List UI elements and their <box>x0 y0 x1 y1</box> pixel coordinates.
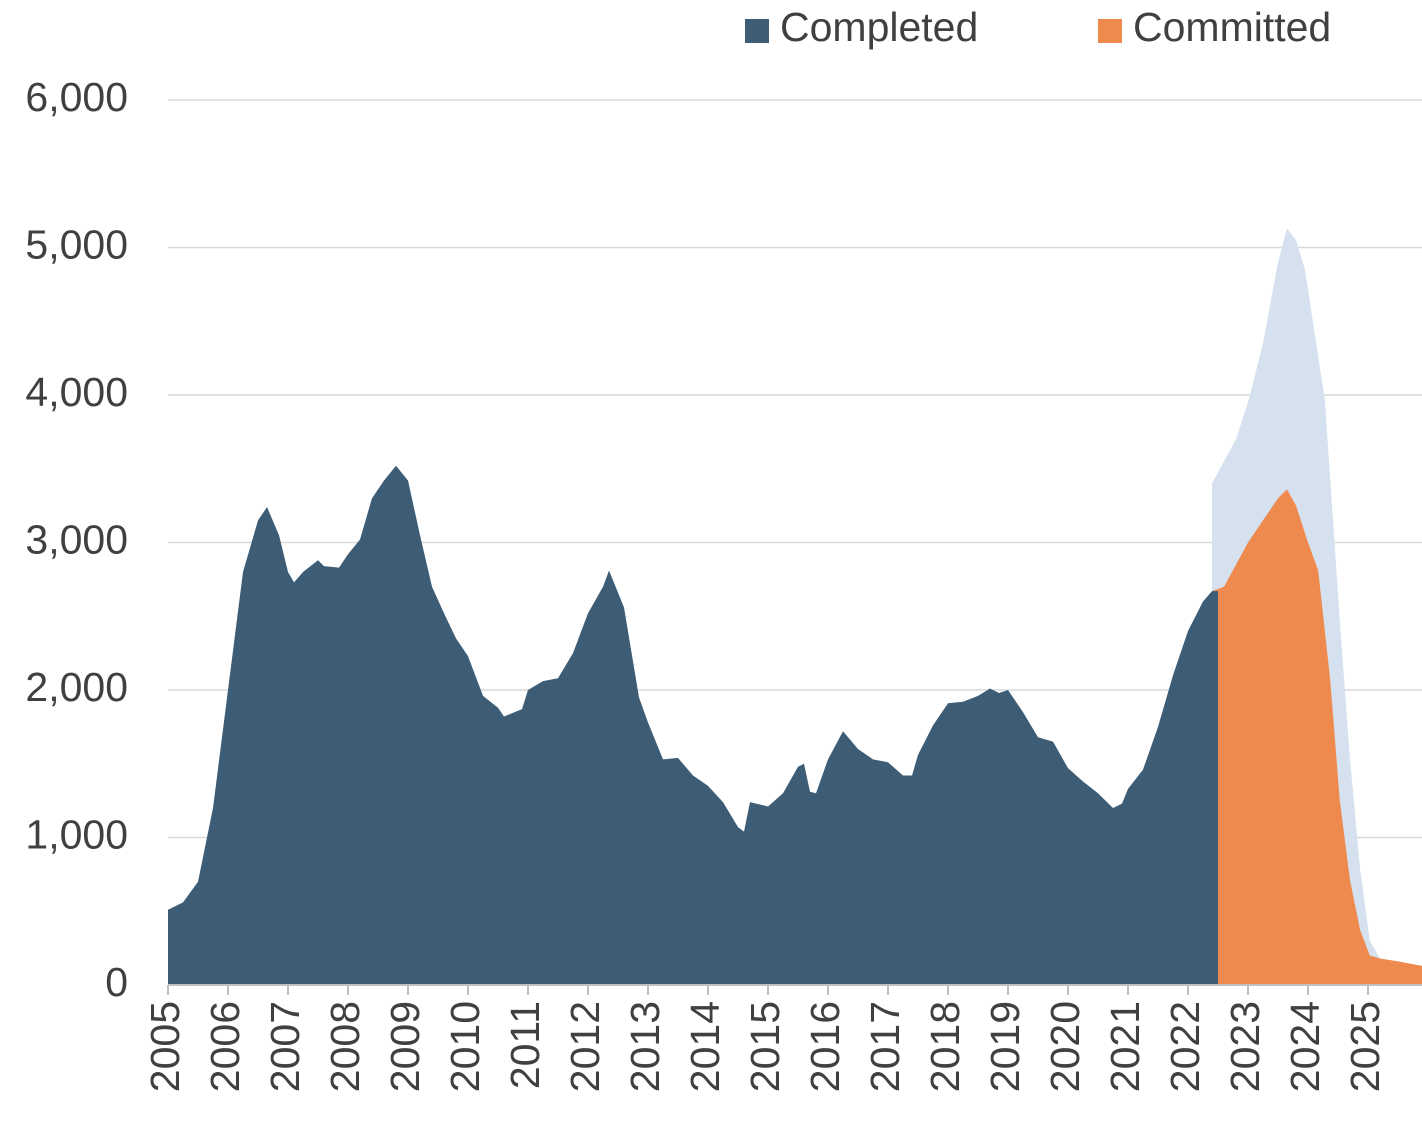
area <box>1212 489 1422 985</box>
x-tick-label: 2022 <box>1162 1001 1208 1092</box>
x-tick-label: 2024 <box>1282 1001 1328 1092</box>
x-tick-label: 2005 <box>142 1001 188 1092</box>
x-tick-label: 2015 <box>742 1001 788 1092</box>
x-tick-label: 2016 <box>802 1001 848 1092</box>
x-tick-label: 2019 <box>982 1001 1028 1092</box>
x-tick-label: 2014 <box>682 1001 728 1092</box>
x-tick-label: 2006 <box>202 1001 248 1092</box>
y-tick-label: 0 <box>105 959 128 1005</box>
x-tick-label: 2011 <box>502 1001 548 1089</box>
x-tick-label: 2021 <box>1102 1001 1148 1092</box>
x-tick-label: 2012 <box>562 1001 608 1092</box>
x-tick-label: 2009 <box>382 1001 428 1092</box>
x-tick-label: 2010 <box>442 1001 488 1092</box>
y-tick-label: 3,000 <box>25 516 128 562</box>
x-tick-label: 2018 <box>922 1001 968 1092</box>
legend-label: Completed <box>780 4 978 50</box>
legend-label: Committed <box>1133 4 1331 50</box>
x-tick-label: 2017 <box>862 1001 908 1092</box>
y-tick-label: 4,000 <box>25 369 128 415</box>
legend-swatch <box>745 19 769 43</box>
y-tick-label: 1,000 <box>25 811 128 857</box>
x-tick-label: 2023 <box>1222 1001 1268 1092</box>
x-tick-label: 2020 <box>1042 1001 1088 1092</box>
y-tick-label: 5,000 <box>25 221 128 267</box>
legend-swatch <box>1098 19 1122 43</box>
area <box>168 465 1218 985</box>
x-tick-label: 2007 <box>262 1001 308 1092</box>
x-tick-label: 2008 <box>322 1001 368 1092</box>
x-tick-label: 2013 <box>622 1001 668 1092</box>
y-tick-label: 2,000 <box>25 664 128 710</box>
x-tick-label: 2025 <box>1342 1001 1388 1092</box>
y-tick-label: 6,000 <box>25 74 128 120</box>
